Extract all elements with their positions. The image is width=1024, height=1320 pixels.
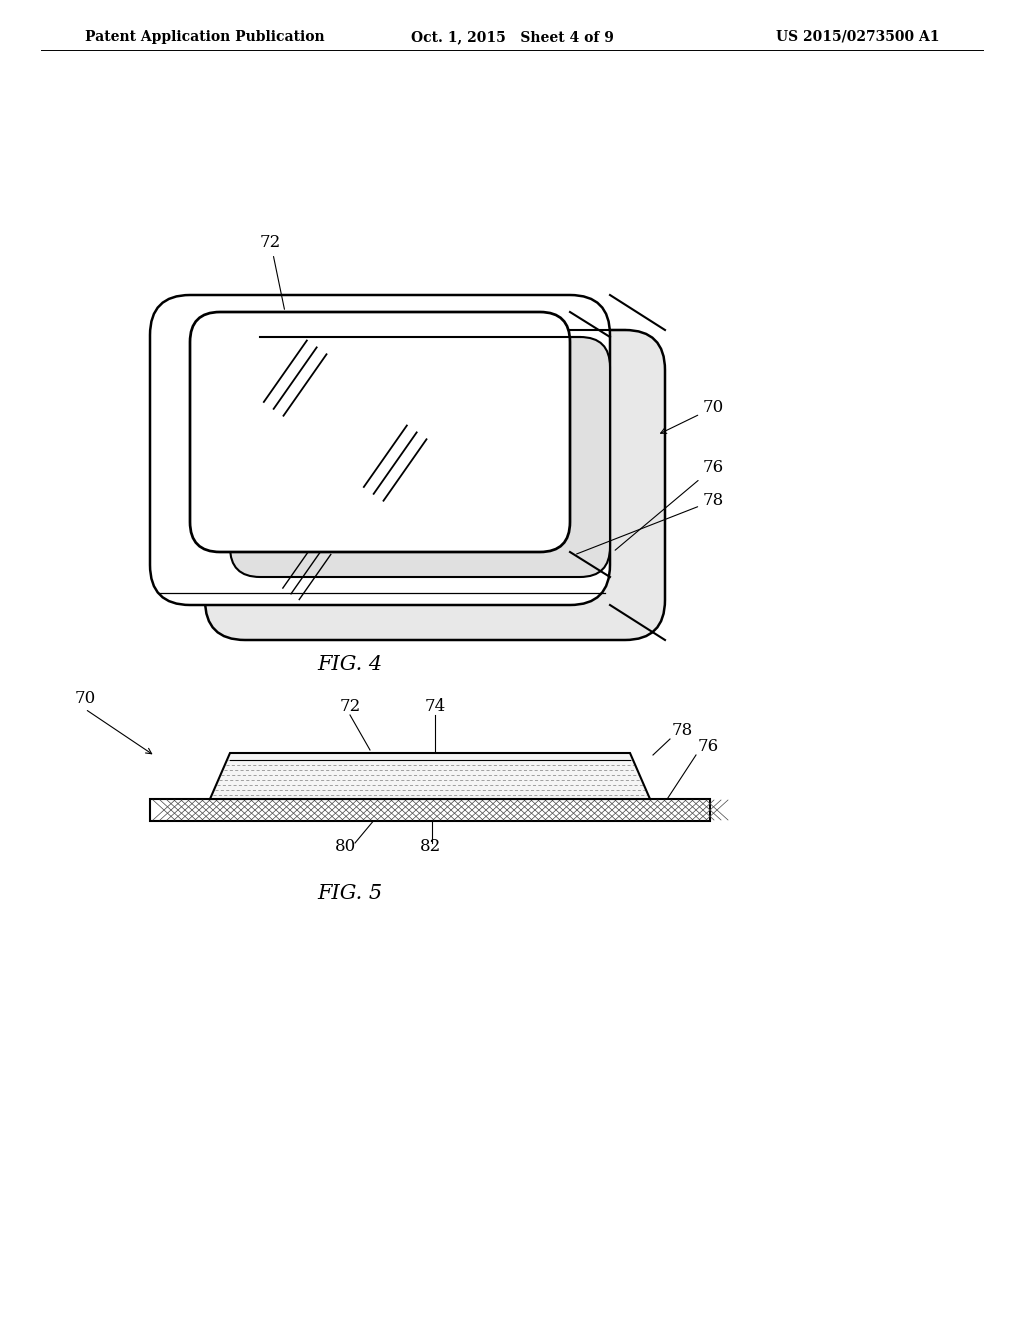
- Text: 80: 80: [335, 838, 356, 855]
- Text: FIG. 4: FIG. 4: [317, 655, 383, 675]
- Text: 70: 70: [660, 399, 724, 433]
- FancyBboxPatch shape: [205, 330, 665, 640]
- Text: 74: 74: [425, 698, 446, 715]
- Text: 72: 72: [340, 698, 361, 715]
- Text: 82: 82: [420, 838, 441, 855]
- Polygon shape: [210, 752, 650, 799]
- FancyBboxPatch shape: [190, 312, 570, 552]
- FancyBboxPatch shape: [150, 294, 610, 605]
- Text: Patent Application Publication: Patent Application Publication: [85, 30, 325, 44]
- Polygon shape: [150, 799, 710, 821]
- Text: 70: 70: [75, 690, 96, 708]
- Text: US 2015/0273500 A1: US 2015/0273500 A1: [776, 30, 940, 44]
- Text: Oct. 1, 2015   Sheet 4 of 9: Oct. 1, 2015 Sheet 4 of 9: [411, 30, 613, 44]
- Text: 76: 76: [698, 738, 719, 755]
- Text: 78: 78: [672, 722, 693, 739]
- Text: 78: 78: [577, 492, 724, 554]
- Text: 76: 76: [615, 459, 724, 550]
- FancyBboxPatch shape: [230, 337, 610, 577]
- Text: 72: 72: [260, 234, 285, 309]
- Text: FIG. 5: FIG. 5: [317, 884, 383, 903]
